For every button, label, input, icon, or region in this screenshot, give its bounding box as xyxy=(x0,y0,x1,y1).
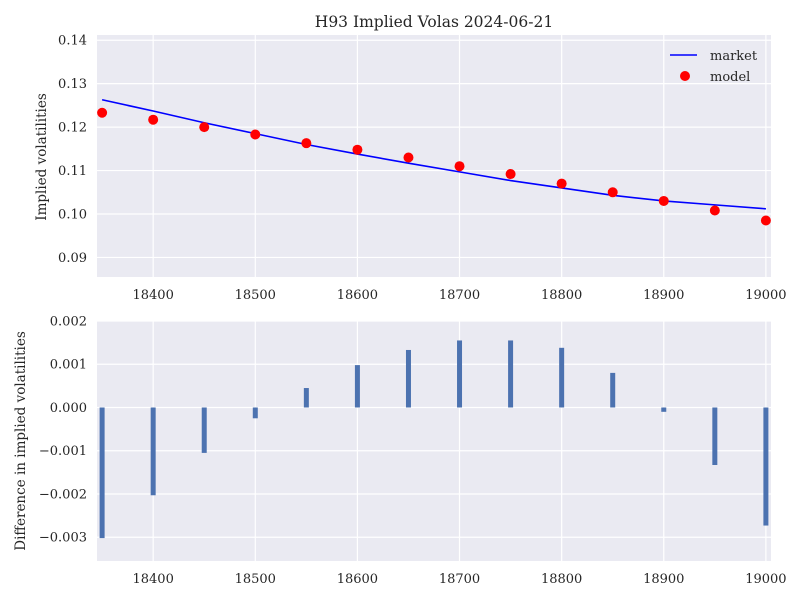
chart-title: H93 Implied Volas 2024-06-21 xyxy=(315,13,553,31)
y-tick-label: −0.003 xyxy=(39,531,87,546)
model-point xyxy=(352,144,363,155)
difference-bar xyxy=(303,388,309,408)
x-tick-label: 18600 xyxy=(337,572,378,587)
x-tick-label: 18700 xyxy=(439,288,480,303)
x-tick-label: 19000 xyxy=(745,572,786,587)
x-tick-label: 18700 xyxy=(439,572,480,587)
y-tick-label: −0.002 xyxy=(39,487,87,502)
x-tick-label: 18800 xyxy=(541,288,582,303)
difference-bar xyxy=(712,407,718,465)
y-axis-label: Difference in implied volatilities xyxy=(13,331,29,551)
difference-bar xyxy=(201,407,207,453)
model-point xyxy=(607,187,618,198)
y-tick-label: 0.12 xyxy=(58,121,87,136)
y-tick-label: 0.000 xyxy=(50,401,87,416)
x-tick-label: 18500 xyxy=(235,288,276,303)
model-point xyxy=(709,205,720,216)
model-point xyxy=(403,152,414,163)
legend: market model xyxy=(670,49,758,85)
legend-model-marker xyxy=(680,71,690,81)
difference-bar xyxy=(457,340,463,408)
model-point xyxy=(658,195,669,206)
legend-model-label: model xyxy=(710,70,750,85)
market-line xyxy=(101,98,766,210)
legend-market-label: market xyxy=(710,49,758,64)
y-tick-label: 0.10 xyxy=(58,208,87,223)
tick-labels: 18400 18500 18600 18700 18800 18900 19000 0.002… xyxy=(39,315,787,588)
difference-bar xyxy=(252,407,258,419)
difference-bar xyxy=(99,407,105,539)
difference-bar xyxy=(354,365,360,408)
difference-bar xyxy=(610,372,616,408)
x-tick-label: 18600 xyxy=(337,288,378,303)
difference-bar xyxy=(150,407,156,496)
x-tick-label: 18800 xyxy=(541,572,582,587)
model-point xyxy=(454,161,465,172)
plot-area-background xyxy=(97,35,771,277)
model-point xyxy=(760,215,771,226)
model-point xyxy=(148,114,159,125)
y-tick-label: 0.002 xyxy=(50,315,87,330)
implied-vol-panel: 18400 18500 18600 18700 18800 18900 19000 0.09 0… xyxy=(34,13,787,303)
tick-labels: 18400 18500 18600 18700 18800 18900 19000 0.09 0… xyxy=(58,34,787,303)
x-tick-label: 19000 xyxy=(745,288,786,303)
model-point xyxy=(199,122,210,133)
difference-bar xyxy=(559,347,565,408)
y-tick-label: 0.001 xyxy=(50,358,87,373)
y-tick-label: 0.11 xyxy=(58,164,87,179)
x-tick-label: 18400 xyxy=(132,572,173,587)
model-point xyxy=(250,129,261,140)
y-tick-label: 0.14 xyxy=(58,34,87,49)
model-point xyxy=(301,138,312,149)
difference-bar xyxy=(661,407,667,412)
difference-bar xyxy=(508,340,514,408)
x-tick-label: 18900 xyxy=(643,572,684,587)
x-tick-label: 18900 xyxy=(643,288,684,303)
grid-lines xyxy=(97,35,771,277)
x-tick-label: 18500 xyxy=(235,572,276,587)
y-axis-label: Implied volatilities xyxy=(34,93,50,221)
difference-bar xyxy=(763,407,769,526)
y-tick-label: 0.13 xyxy=(58,77,87,92)
difference-panel: 18400 18500 18600 18700 18800 18900 19000 0.002… xyxy=(13,315,787,588)
model-point xyxy=(97,107,108,118)
y-tick-label: 0.09 xyxy=(58,251,87,266)
y-tick-label: −0.001 xyxy=(39,444,87,459)
bar-marks xyxy=(99,340,769,539)
difference-bar xyxy=(405,349,411,408)
series-marks xyxy=(97,98,771,226)
plot-area-background xyxy=(97,321,771,561)
model-point xyxy=(556,178,567,189)
x-tick-label: 18400 xyxy=(132,288,173,303)
model-point xyxy=(505,169,516,180)
